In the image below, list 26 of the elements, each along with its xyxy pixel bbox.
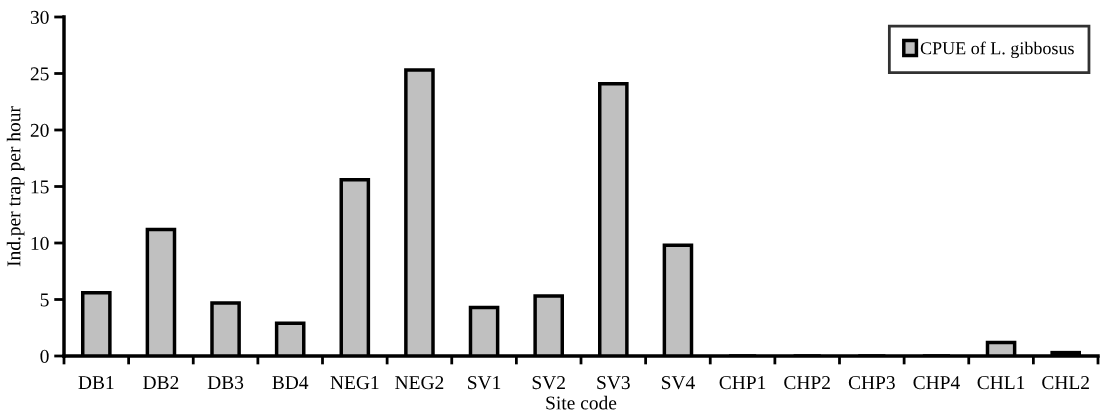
x-tick-label: DB1 bbox=[78, 376, 114, 389]
x-axis-title: Site code bbox=[546, 395, 617, 410]
legend-label: CPUE of L. gibbosus bbox=[920, 41, 1074, 59]
x-tick-label: NEG2 bbox=[395, 376, 444, 390]
x-tick-label: DB2 bbox=[143, 376, 179, 389]
x-tick-label: CHP1 bbox=[719, 376, 766, 390]
y-tick-label: 10 bbox=[31, 236, 49, 250]
x-tick-label: SV2 bbox=[532, 376, 565, 390]
x-tick-label: SV1 bbox=[468, 376, 501, 390]
x-tick-label: CHL2 bbox=[1042, 376, 1089, 390]
x-tick-label: CHP3 bbox=[848, 376, 895, 390]
x-tick-label: SV3 bbox=[597, 376, 630, 390]
y-axis-title: Ind.per trap per hour bbox=[6, 106, 25, 267]
x-tick-label: NEG1 bbox=[330, 376, 379, 390]
x-tick-label: DB3 bbox=[207, 376, 244, 390]
y-tick-label: 0 bbox=[40, 349, 49, 363]
y-tick-label: 30 bbox=[30, 10, 49, 24]
x-tick-label: SV4 bbox=[661, 376, 695, 390]
y-tick-label: 5 bbox=[40, 293, 49, 307]
y-tick-label: 25 bbox=[30, 67, 49, 81]
y-tick-label: 15 bbox=[31, 180, 49, 194]
x-tick-label: CHP2 bbox=[784, 376, 830, 390]
y-tick-label: 20 bbox=[30, 123, 49, 137]
x-tick-label: CHL1 bbox=[977, 376, 1025, 390]
x-tick-label: CHP4 bbox=[913, 376, 960, 390]
x-tick-label: BD4 bbox=[272, 376, 309, 389]
